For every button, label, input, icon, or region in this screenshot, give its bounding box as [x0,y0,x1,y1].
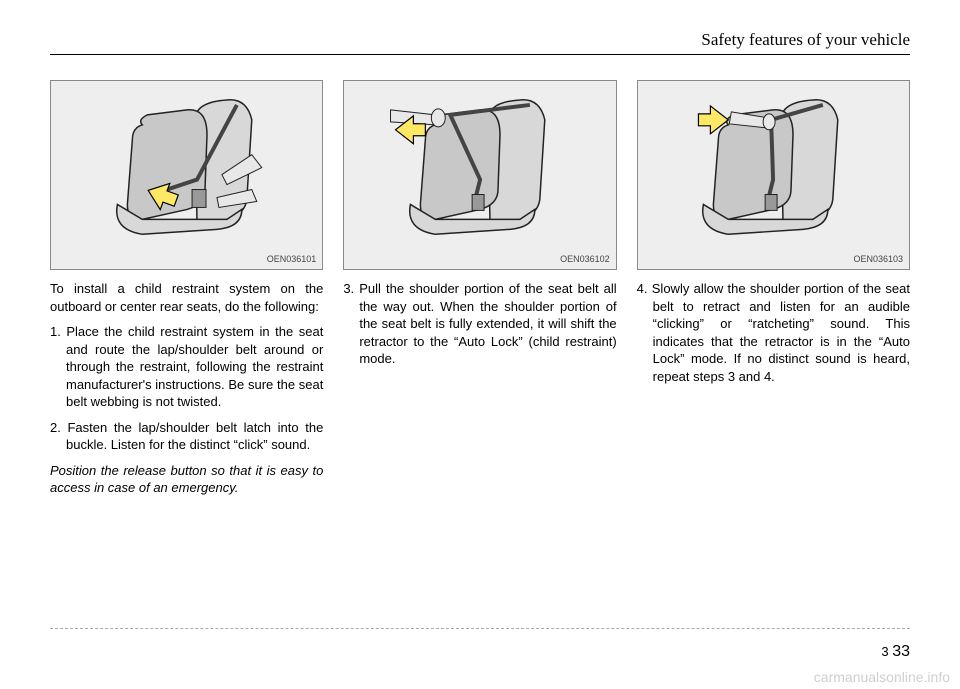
footer-divider [50,628,910,629]
content-columns: OEN036101 To install a child restraint s… [50,80,910,505]
page-number-value: 33 [892,643,910,660]
figure-2: OEN036102 [343,80,616,270]
step-4: 4. Slowly allow the shoulder portion of … [637,280,910,385]
step-2: 2. Fasten the lap/shoulder belt latch in… [50,419,323,454]
header-title: Safety features of your vehicle [701,30,910,49]
emergency-note: Position the release button so that it i… [50,462,323,497]
page-header: Safety features of your vehicle [50,30,910,55]
figure-code-1: OEN036101 [267,253,317,265]
figure-3: OEN036103 [637,80,910,270]
column-1: OEN036101 To install a child restraint s… [50,80,323,505]
watermark: carmanualsonline.info [814,669,950,685]
intro-text: To install a child restraint system on t… [50,280,323,315]
figure-code-2: OEN036102 [560,253,610,265]
step-3: 3. Pull the shoulder portion of the seat… [343,280,616,368]
figure-1: OEN036101 [50,80,323,270]
figure-code-3: OEN036103 [853,253,903,265]
section-number: 3 [881,644,888,659]
step-1: 1. Place the child restraint system in t… [50,323,323,411]
column-3: OEN036103 4. Slowly allow the shoulder p… [637,80,910,505]
page-number: 3 33 [881,643,910,661]
column-2: OEN036102 3. Pull the shoulder portion o… [343,80,616,505]
